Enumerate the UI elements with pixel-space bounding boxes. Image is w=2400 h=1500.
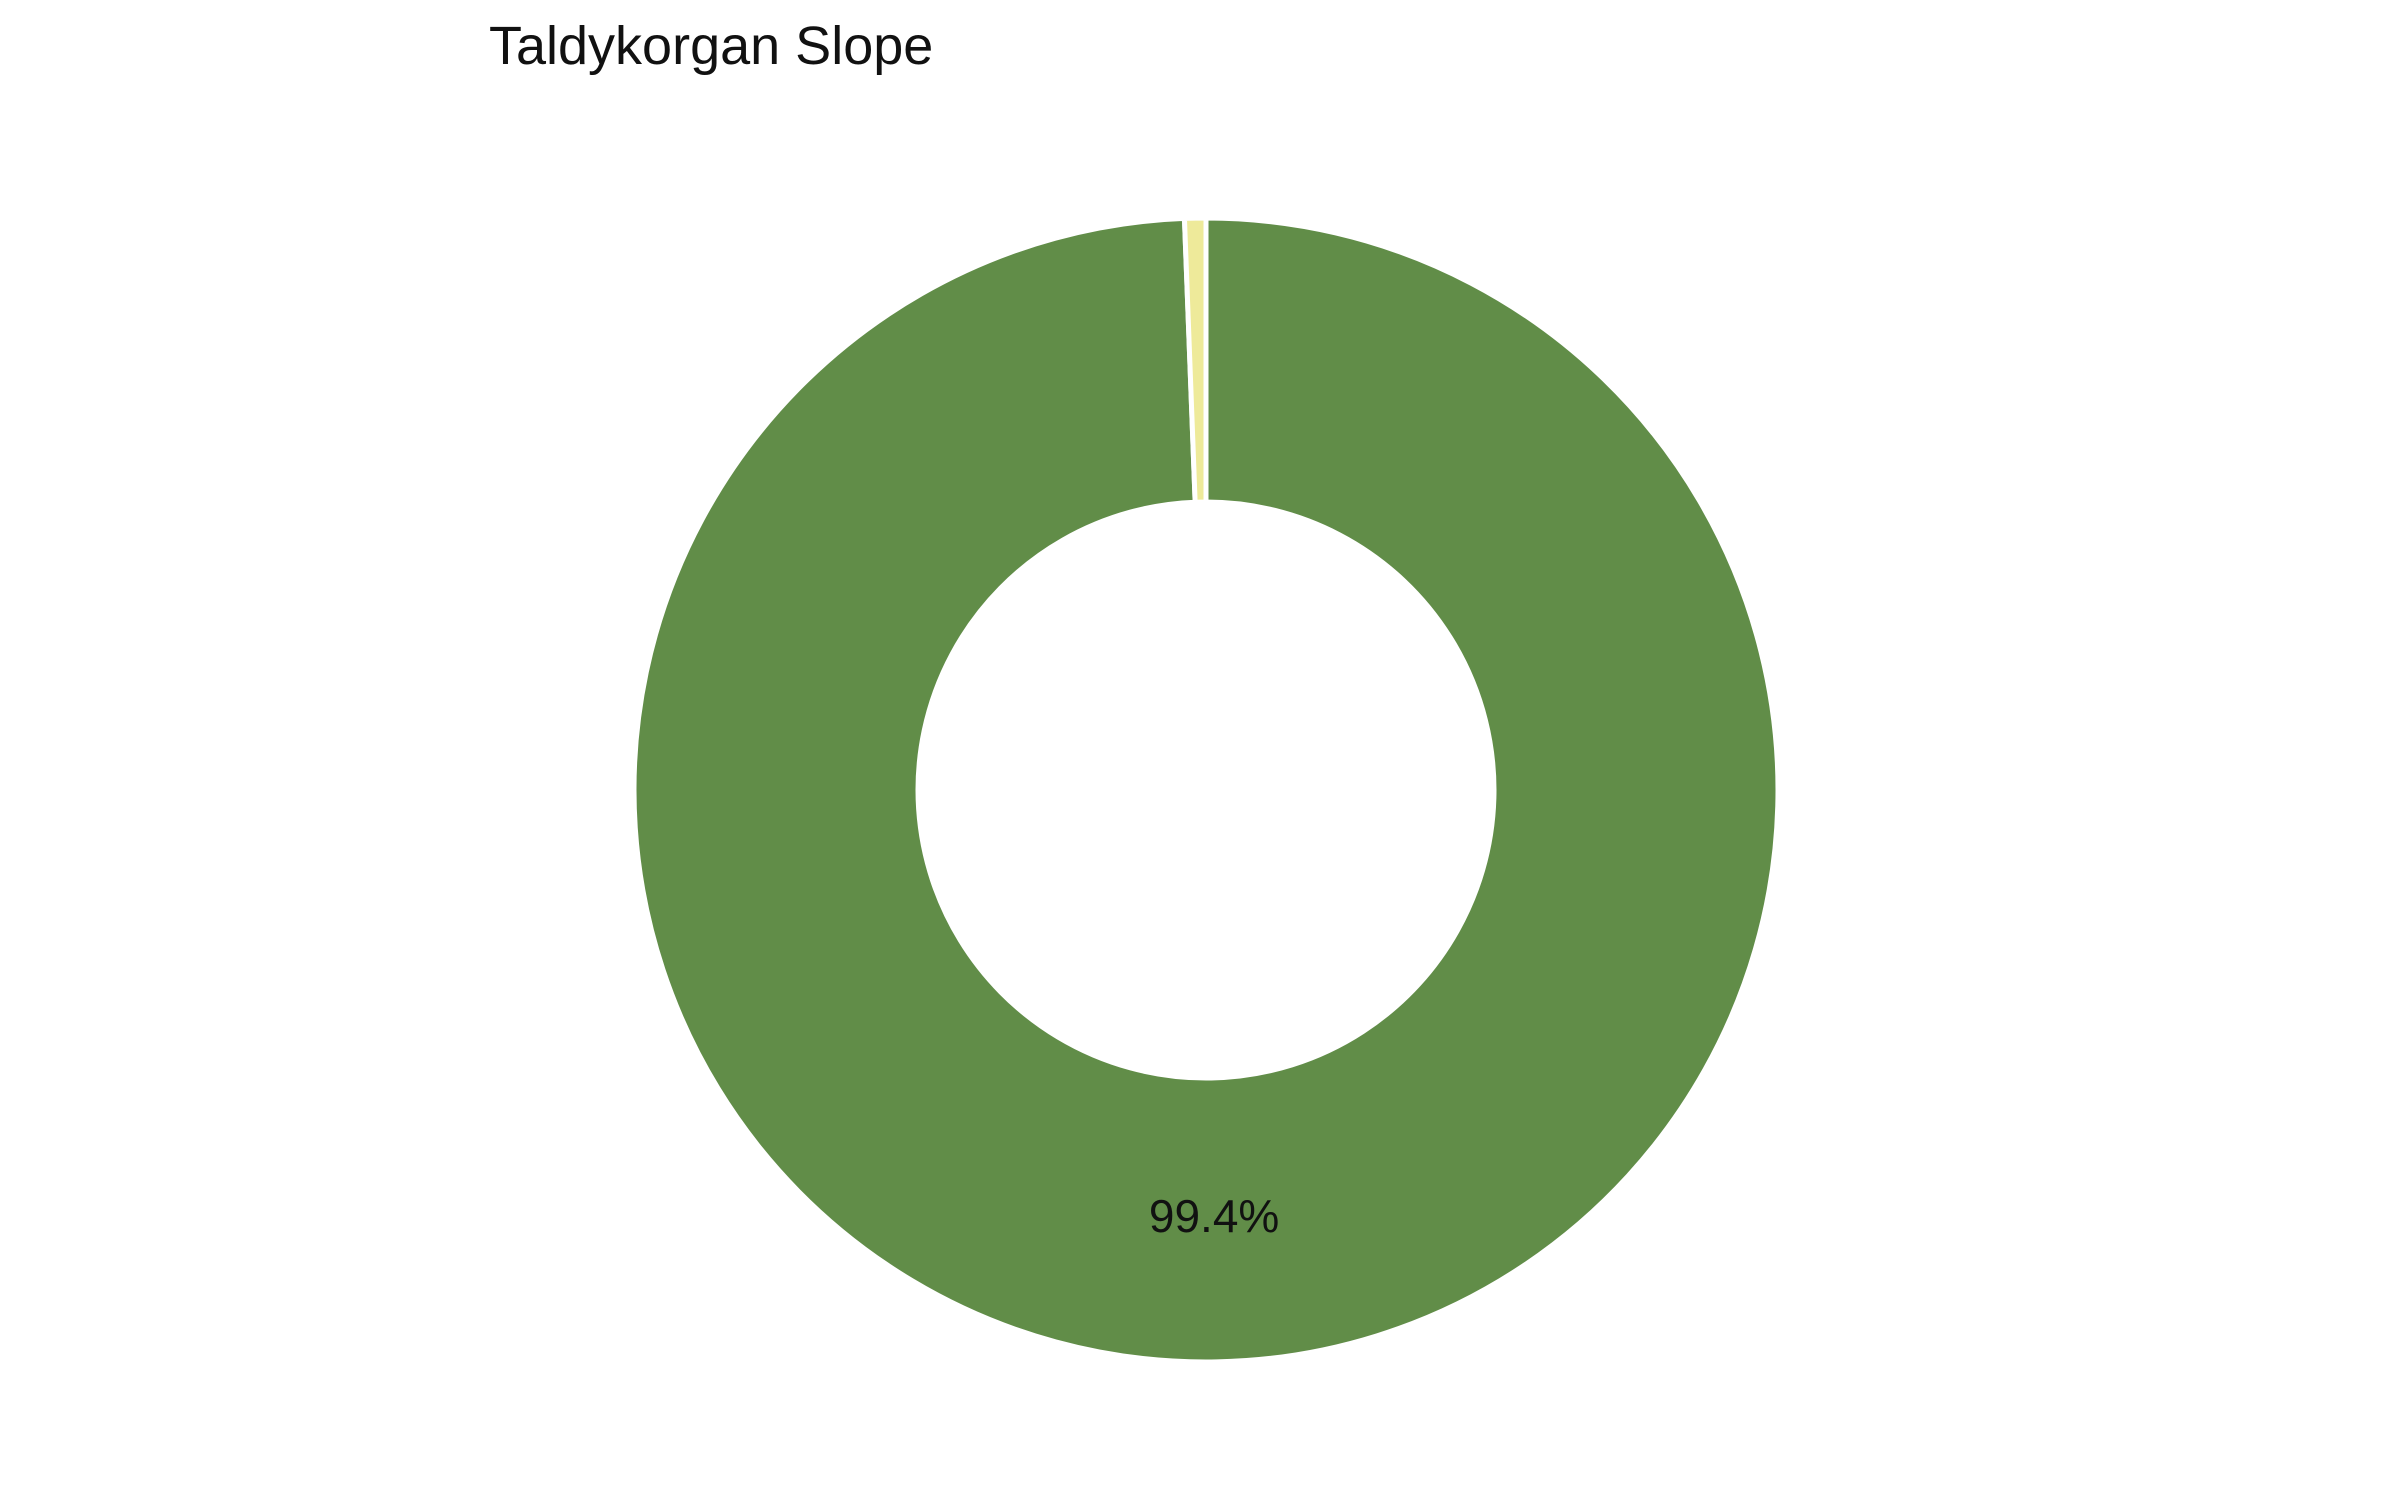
chart-title: Taldykorgan Slope <box>489 16 934 76</box>
donut-slice-2 <box>1181 215 1209 505</box>
donut-slice-1 <box>631 215 1781 1365</box>
slice-label-1: 99.4% <box>1149 1190 1279 1242</box>
